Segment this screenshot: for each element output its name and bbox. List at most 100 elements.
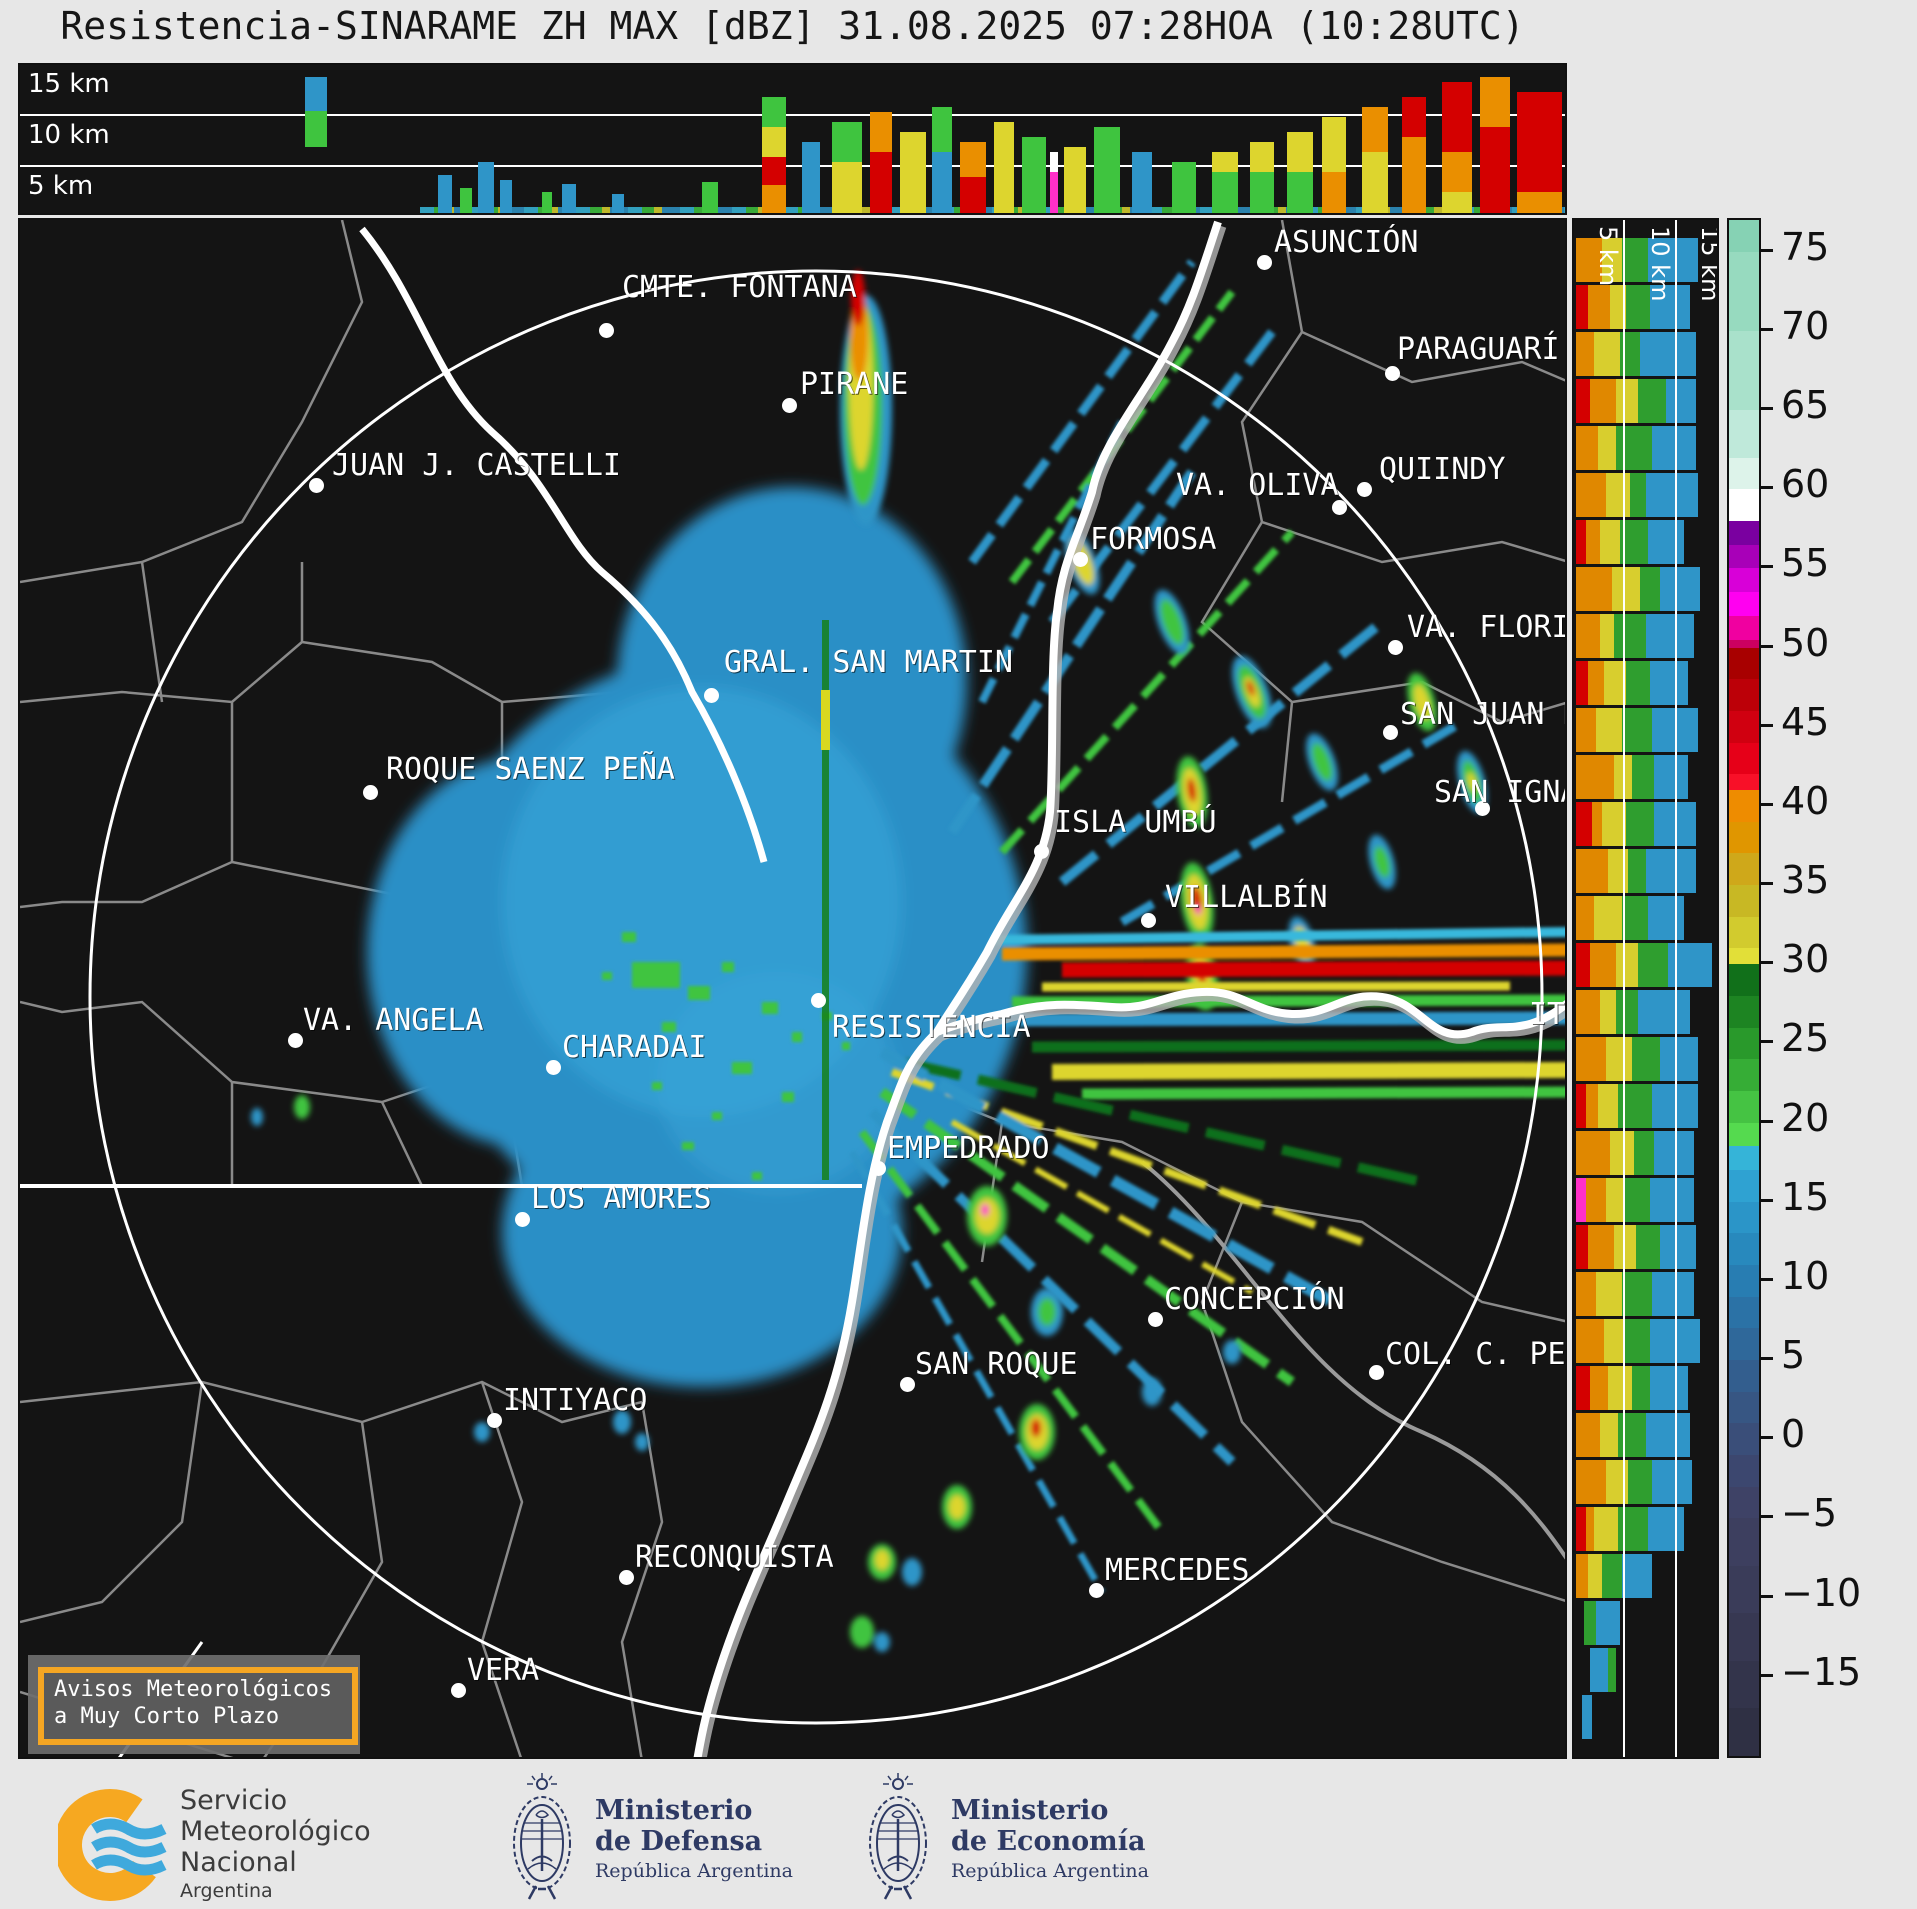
colorbar-segment (1729, 1170, 1759, 1203)
economia-name1: Ministerio (951, 1795, 1109, 1826)
city-label: GRAL. SAN MARTIN (724, 645, 1013, 680)
right-echo-row (1626, 802, 1654, 846)
right-echo-row (1648, 520, 1684, 564)
smn-country: Argentina (180, 1880, 273, 1902)
colorbar-tick-label: 70 (1781, 303, 1830, 348)
colorbar-tick-label: 30 (1781, 937, 1830, 982)
right-echo-row (1594, 896, 1622, 940)
height-line-10km (20, 165, 1565, 167)
right-echo-row (1588, 285, 1610, 329)
colorbar-segment (1729, 639, 1759, 649)
top-echo-bar (1322, 117, 1346, 172)
top-echo-bar (1322, 172, 1346, 213)
city-dot (900, 1377, 915, 1392)
right-echo-row (1602, 238, 1622, 282)
city-label: VA. ANGELA (303, 1003, 484, 1038)
city-label: SAN IGNA (1434, 775, 1567, 810)
top-panel-low-level-echoes (420, 207, 1565, 213)
colorbar-segment (1729, 853, 1759, 886)
top-echo-bar (305, 77, 327, 111)
top-echo-bar (1250, 172, 1274, 213)
right-echo-row (1576, 379, 1590, 423)
alert-box-inner[interactable]: Avisos Meteorológicos a Muy Corto Plazo (38, 1667, 358, 1745)
top-echo-bar (542, 192, 552, 213)
right-echo-row (1620, 332, 1640, 376)
right-echo-row (1576, 849, 1608, 893)
right-echo-row (1608, 1648, 1616, 1692)
colorbar-segment (1729, 1613, 1759, 1662)
colorbar-tick-label: −5 (1781, 1491, 1838, 1536)
top-echo-bar (870, 112, 892, 152)
colorbar-segment (1729, 1265, 1759, 1298)
right-echo-row (1576, 426, 1598, 470)
right-echo-row (1606, 1037, 1632, 1081)
right-echo-row (1608, 849, 1628, 893)
colorbar-tick-mark (1761, 1119, 1773, 1123)
height-label-5km: 5 km (28, 171, 94, 201)
north-spoke-green (822, 620, 829, 1180)
alert-box[interactable]: Avisos Meteorológicos a Muy Corto Plazo (28, 1655, 360, 1754)
right-echo-row (1586, 520, 1600, 564)
right-echo-row (1576, 238, 1602, 282)
city-label: VA. FLORI (1407, 610, 1567, 645)
colorbar-tick-label: −10 (1781, 1570, 1862, 1615)
right-echo-row (1652, 426, 1696, 470)
city-dot (546, 1060, 561, 1075)
right-echo-row (1594, 332, 1620, 376)
right-echo-row (1598, 1084, 1618, 1128)
colorbar-tick-mark (1761, 961, 1773, 965)
city-dot (1369, 1365, 1384, 1380)
colorbar-tick-label: 50 (1781, 620, 1830, 665)
right-cross-section-panel: 5 km 10 km 15 km (1572, 218, 1719, 1759)
top-echo-bar (1050, 172, 1058, 213)
top-echo-bar (1050, 152, 1058, 172)
right-echo-row (1614, 1225, 1636, 1269)
colorbar-segment (1729, 1360, 1759, 1393)
right-echo-row (1576, 614, 1600, 658)
top-echo-bar (832, 162, 862, 213)
right-echo-row (1576, 1648, 1590, 1692)
right-echo-row (1614, 614, 1646, 658)
city-dot (619, 1570, 634, 1585)
defensa-name2: de Defensa (595, 1826, 763, 1857)
colorbar-segment (1729, 948, 1759, 965)
right-echo-row (1640, 332, 1696, 376)
height-vlabel-5km: 5 km (1594, 226, 1622, 287)
city-label: CHARADAI (562, 1030, 707, 1065)
right-echo-row (1650, 1366, 1688, 1410)
colorbar-segment (1729, 1059, 1759, 1092)
defensa-crest-icon (513, 1773, 571, 1900)
colorbar-segment (1729, 679, 1759, 712)
right-echo-row (1576, 1131, 1610, 1175)
colorbar-segment (1729, 742, 1759, 775)
colorbar-segment (1729, 330, 1759, 411)
colorbar-segment (1729, 457, 1759, 490)
colorbar-tick-label: 10 (1781, 1253, 1830, 1298)
right-echo-row (1606, 1460, 1628, 1504)
colorbar-tick-mark (1761, 882, 1773, 886)
colorbar-segment (1729, 1391, 1759, 1425)
colorbar-tick-label: 65 (1781, 383, 1830, 428)
defensa-name1: Ministerio (595, 1795, 753, 1826)
colorbar-segment (1729, 592, 1759, 617)
city-dot (811, 993, 826, 1008)
city-label: ISLA UMBÚ (1054, 805, 1217, 840)
right-echo-row (1660, 1225, 1696, 1269)
city-label: EMPEDRADO (887, 1131, 1050, 1166)
height-line-15km (20, 114, 1565, 116)
colorbar-segment (1729, 1201, 1759, 1235)
top-echo-bar (1517, 192, 1562, 213)
top-echo-bar (1362, 107, 1388, 152)
city-dot (1388, 640, 1403, 655)
colorbar-tick-label: 25 (1781, 1016, 1830, 1061)
right-echo-row (1598, 426, 1616, 470)
right-echo-row (1596, 708, 1622, 752)
right-echo-row (1602, 1554, 1622, 1598)
colorbar-segment (1729, 220, 1759, 253)
top-echo-bar (305, 111, 327, 147)
city-label: RECONQUISTA (635, 1540, 834, 1575)
right-echo-row (1648, 1507, 1684, 1551)
colorbar-tick-label: 35 (1781, 858, 1830, 903)
smn-text: Servicio Meteorológico Nacional Argentin… (180, 1785, 371, 1902)
right-echo-row (1638, 379, 1666, 423)
